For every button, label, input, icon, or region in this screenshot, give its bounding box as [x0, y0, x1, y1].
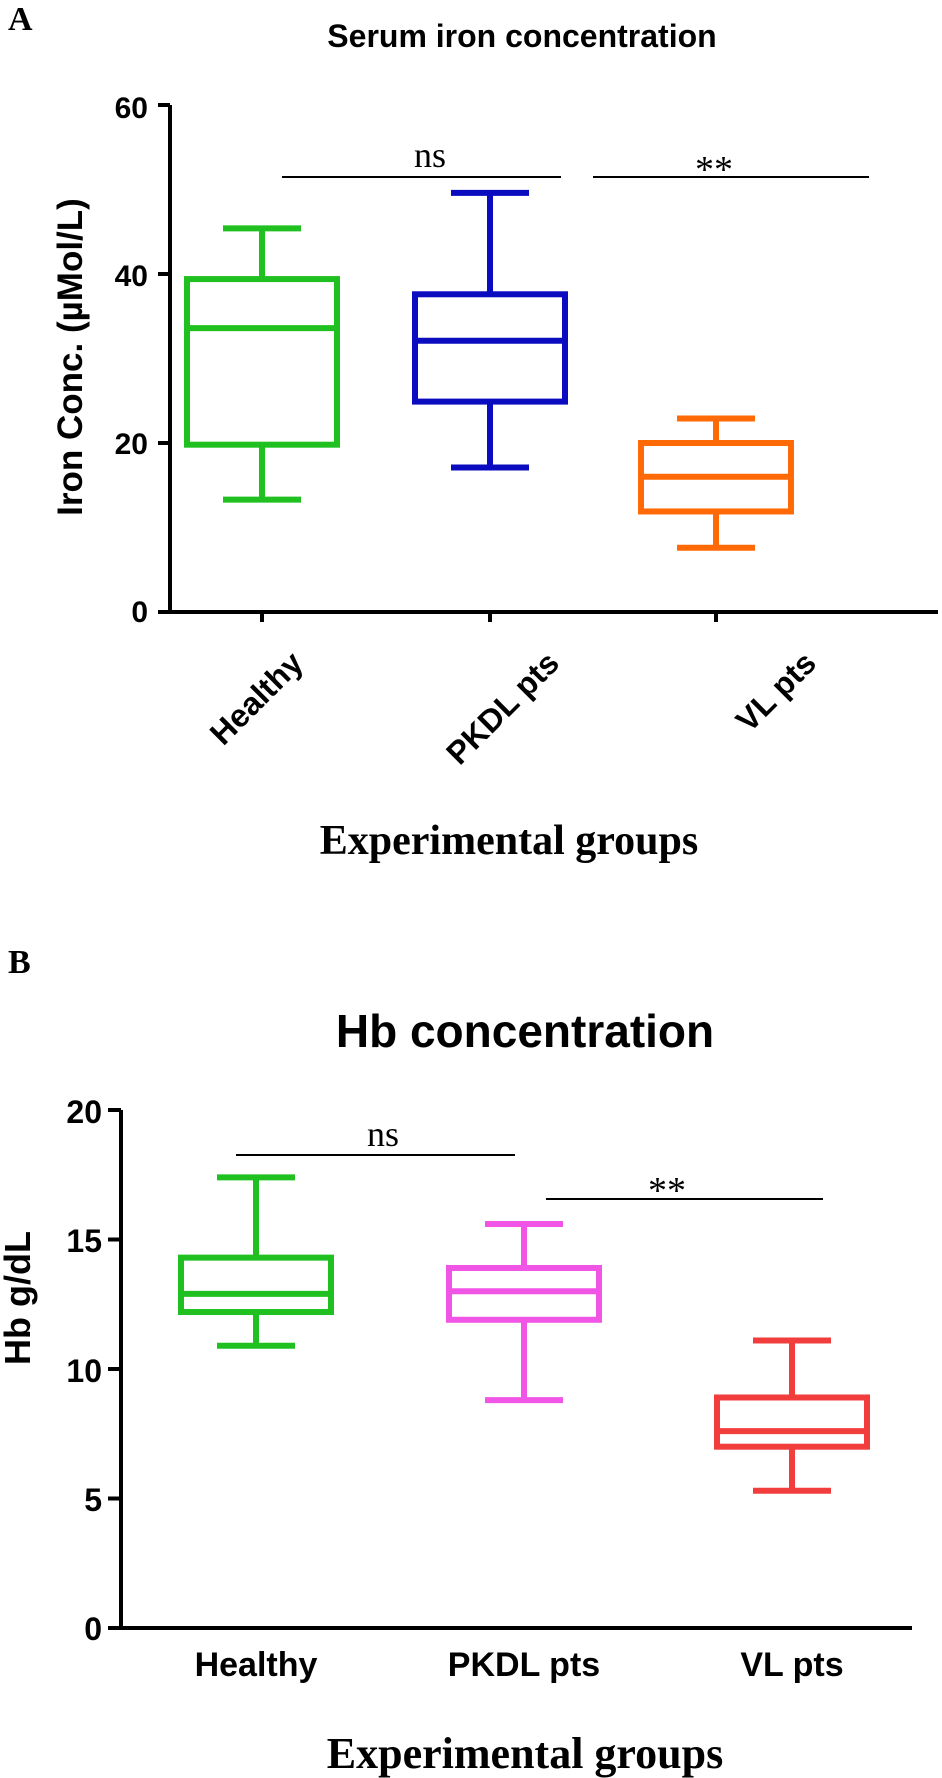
x-tick-label: VL pts [740, 1646, 843, 1684]
y-tick-label: 15 [66, 1223, 102, 1259]
box-iqr [184, 276, 340, 448]
y-tick-label: 40 [115, 260, 148, 293]
x-tick-label: PKDL pts [448, 1646, 600, 1684]
y-tick-label: 5 [84, 1482, 102, 1518]
significance-label: ns [367, 1114, 399, 1154]
y-tick-label: 20 [115, 428, 148, 461]
significance-label: ** [695, 149, 733, 191]
panel-label-a: A [8, 1, 33, 38]
y-tick-label: 10 [66, 1353, 102, 1389]
box-iqr [714, 1394, 870, 1450]
chart-title: Hb concentration [336, 1005, 714, 1057]
significance-label: ** [648, 1170, 686, 1212]
x-axis-label: Experimental groups [327, 1729, 723, 1778]
box-iqr [178, 1254, 334, 1316]
chart-serum-iron: Serum iron concentration Iron Conc. (µMo… [51, 18, 938, 864]
chart-title: Serum iron concentration [327, 18, 716, 54]
x-tick-label: PKDL pts [439, 644, 566, 771]
y-tick-label: 20 [66, 1094, 102, 1130]
box-iqr [412, 291, 568, 405]
y-tick-label: 0 [131, 596, 148, 629]
panel-label-b: B [8, 944, 31, 981]
y-tick-label: 0 [84, 1611, 102, 1647]
x-axis-label: Experimental groups [320, 818, 698, 864]
x-tick-label: Healthy [203, 644, 310, 751]
x-tick-label: Healthy [195, 1646, 318, 1684]
x-tick-label: VL pts [729, 644, 823, 738]
y-axis-label: Iron Conc. (µMol/L) [51, 198, 90, 516]
y-tick-label: 60 [115, 92, 148, 125]
y-axis-label: Hb g/dL [0, 1231, 38, 1365]
significance-label: ns [414, 135, 446, 175]
chart-hb-concentration: Hb concentration Hb g/dL Experimental gr… [0, 1005, 912, 1778]
